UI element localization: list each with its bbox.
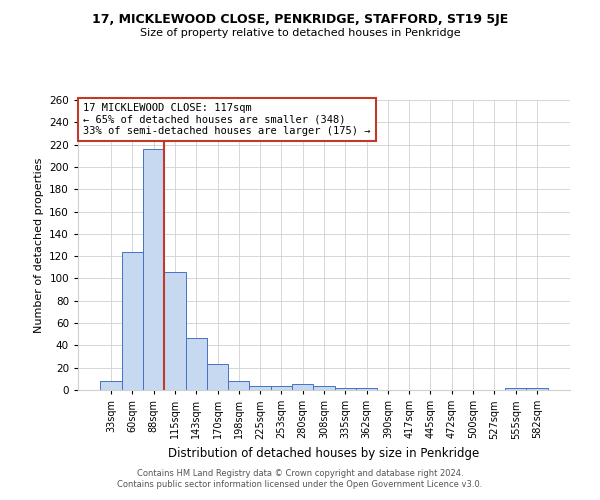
Bar: [313, 386, 335, 390]
Bar: [335, 388, 356, 390]
Bar: [228, 381, 250, 390]
Bar: [526, 388, 548, 390]
X-axis label: Distribution of detached houses by size in Penkridge: Distribution of detached houses by size …: [169, 447, 479, 460]
Text: Contains public sector information licensed under the Open Government Licence v3: Contains public sector information licen…: [118, 480, 482, 489]
Bar: [100, 381, 122, 390]
Bar: [143, 149, 164, 390]
Bar: [356, 388, 377, 390]
Bar: [207, 364, 228, 390]
Bar: [505, 388, 526, 390]
Y-axis label: Number of detached properties: Number of detached properties: [34, 158, 44, 332]
Bar: [292, 384, 313, 390]
Bar: [122, 252, 143, 390]
Text: 17 MICKLEWOOD CLOSE: 117sqm
← 65% of detached houses are smaller (348)
33% of se: 17 MICKLEWOOD CLOSE: 117sqm ← 65% of det…: [83, 103, 370, 136]
Text: 17, MICKLEWOOD CLOSE, PENKRIDGE, STAFFORD, ST19 5JE: 17, MICKLEWOOD CLOSE, PENKRIDGE, STAFFOR…: [92, 12, 508, 26]
Bar: [164, 272, 185, 390]
Bar: [271, 386, 292, 390]
Text: Size of property relative to detached houses in Penkridge: Size of property relative to detached ho…: [140, 28, 460, 38]
Bar: [185, 338, 207, 390]
Bar: [250, 386, 271, 390]
Text: Contains HM Land Registry data © Crown copyright and database right 2024.: Contains HM Land Registry data © Crown c…: [137, 468, 463, 477]
